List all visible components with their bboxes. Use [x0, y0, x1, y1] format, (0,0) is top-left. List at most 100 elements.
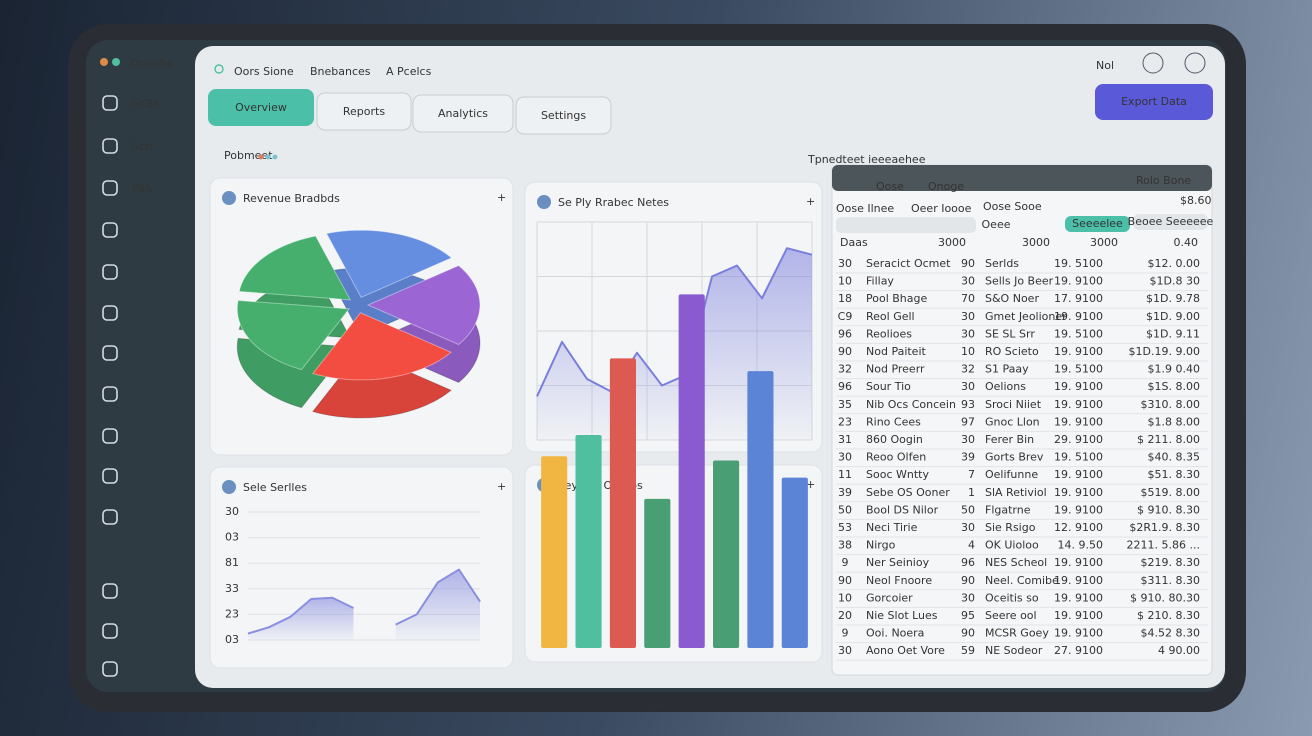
table-cell: 30: [961, 433, 975, 446]
sidebar-icon[interactable]: [102, 509, 118, 525]
table-cell: 19. 9100: [1054, 345, 1103, 358]
sidebar-icon[interactable]: [102, 222, 118, 238]
table-cell: 17. 9100: [1054, 292, 1103, 305]
tab[interactable]: [412, 94, 514, 133]
table-header: Daas: [840, 236, 868, 249]
table-cell: 90: [961, 627, 975, 640]
table-cell: 29. 9100: [1054, 433, 1103, 446]
tab-label[interactable]: Analytics: [438, 107, 488, 120]
table-cell: Reoo Olfen: [866, 451, 926, 464]
table-cell: 30: [838, 257, 852, 270]
add-icon[interactable]: +: [497, 480, 506, 493]
sidebar-icon[interactable]: [102, 583, 118, 599]
breadcrumb[interactable]: Bnebances: [310, 65, 371, 78]
card-title: Se Ply Rrabec Netes: [558, 196, 669, 209]
table-header: 0.40: [1174, 236, 1199, 249]
tab-label[interactable]: Overview: [235, 101, 287, 114]
chip-label[interactable]: Seeeelee: [1072, 217, 1123, 230]
line: [395, 568, 481, 626]
table-cell: 35: [838, 398, 852, 411]
sidebar-icon[interactable]: [102, 305, 118, 321]
export-label[interactable]: Export Data: [1121, 95, 1187, 108]
sidebar-icon[interactable]: [102, 386, 118, 402]
table-cell: $1D.19. 9.00: [1129, 345, 1200, 358]
bar: [747, 371, 774, 648]
sidebar-icon[interactable]: [102, 428, 118, 444]
sidebar-icon[interactable]: [102, 180, 118, 196]
table-cell: Pool Bhage: [866, 292, 927, 305]
table-cell: 39: [838, 486, 852, 499]
pie-slice: [325, 229, 453, 299]
area: [395, 569, 480, 640]
sidebar-icon[interactable]: [102, 95, 118, 111]
topbar-label: Oose: [876, 180, 904, 193]
table-cell: 9: [842, 556, 849, 569]
y-label: 03: [225, 633, 239, 646]
add-icon[interactable]: +: [497, 191, 506, 204]
sidebar-item[interactable]: Scrr: [132, 140, 154, 153]
sidebar-icon[interactable]: [102, 138, 118, 154]
table-cell: Oelifunne: [985, 468, 1038, 481]
add-icon[interactable]: +: [806, 195, 815, 208]
table-cell: $219. 8.30: [1141, 556, 1200, 569]
chip[interactable]: [1133, 214, 1208, 230]
sidebar-item[interactable]: SYBs: [132, 97, 159, 110]
tab[interactable]: [316, 92, 412, 131]
filter-label: $8.60: [1180, 194, 1212, 207]
breadcrumb[interactable]: Oors Sione: [234, 65, 294, 78]
table-cell: $ 910. 8.30: [1137, 503, 1200, 516]
tab[interactable]: [208, 89, 314, 126]
table-cell: 19. 9100: [1054, 503, 1103, 516]
y-label: 23: [225, 607, 239, 620]
chip[interactable]: [1065, 216, 1130, 232]
table-cell: Reolioes: [866, 327, 912, 340]
table-cell: Neci Tirie: [866, 521, 918, 534]
sidebar-icon[interactable]: [102, 264, 118, 280]
breadcrumb[interactable]: A Pcelcs: [386, 65, 432, 78]
table-cell: 19. 9100: [1054, 591, 1103, 604]
table-cell: 19. 9100: [1054, 468, 1103, 481]
table-cell: $2R1.9. 8.30: [1129, 521, 1200, 534]
table-cell: 50: [838, 503, 852, 516]
table-cell: 50: [961, 503, 975, 516]
header-icon[interactable]: [1142, 52, 1164, 74]
chip-label[interactable]: Beoee Seeeeee: [1128, 215, 1214, 228]
header-icon[interactable]: [1184, 52, 1206, 74]
y-label: 03: [225, 531, 239, 544]
table-cell: 30: [838, 451, 852, 464]
table-cell: 19. 5100: [1054, 451, 1103, 464]
pie-slice: [236, 299, 351, 371]
table-cell: 39: [961, 451, 975, 464]
table-cell: Reol Gell: [866, 310, 915, 323]
bar: [541, 456, 568, 648]
table-cell: Nirgo: [866, 539, 896, 552]
tab-label[interactable]: Settings: [541, 109, 586, 122]
table-cell: 860 Oogin: [866, 433, 923, 446]
table-cell: Aono Oet Vore: [866, 644, 945, 657]
table-cell: $1.9 0.40: [1148, 363, 1200, 376]
bar: [678, 294, 705, 648]
sidebar-icon[interactable]: [102, 468, 118, 484]
table-cell: $1D. 9.78: [1146, 292, 1200, 305]
export-button[interactable]: [1095, 84, 1213, 120]
chip-label[interactable]: Oeee: [982, 218, 1011, 231]
table-cell: 10: [838, 275, 852, 288]
table-cell: 7: [968, 468, 975, 481]
tab-label[interactable]: Reports: [343, 105, 385, 118]
bar: [713, 460, 740, 648]
y-label: 33: [225, 582, 239, 595]
sidebar-item[interactable]: Pa&: [132, 182, 154, 195]
table-cell: 19. 9100: [1054, 380, 1103, 393]
sidebar-icon[interactable]: [102, 623, 118, 639]
tab[interactable]: [515, 96, 612, 135]
table-cell: 19. 5100: [1054, 257, 1103, 270]
table-cell: 97: [961, 415, 975, 428]
sidebar-icon[interactable]: [102, 345, 118, 361]
table-cell: $1.8 8.00: [1148, 415, 1200, 428]
add-icon[interactable]: +: [806, 478, 815, 491]
table-cell: Seracict Ocmet: [866, 257, 951, 270]
table-cell: 70: [961, 292, 975, 305]
table-cell: Gorts Brev: [985, 451, 1044, 464]
sidebar-icon[interactable]: [102, 661, 118, 677]
table-cell: Flgatrne: [985, 503, 1031, 516]
